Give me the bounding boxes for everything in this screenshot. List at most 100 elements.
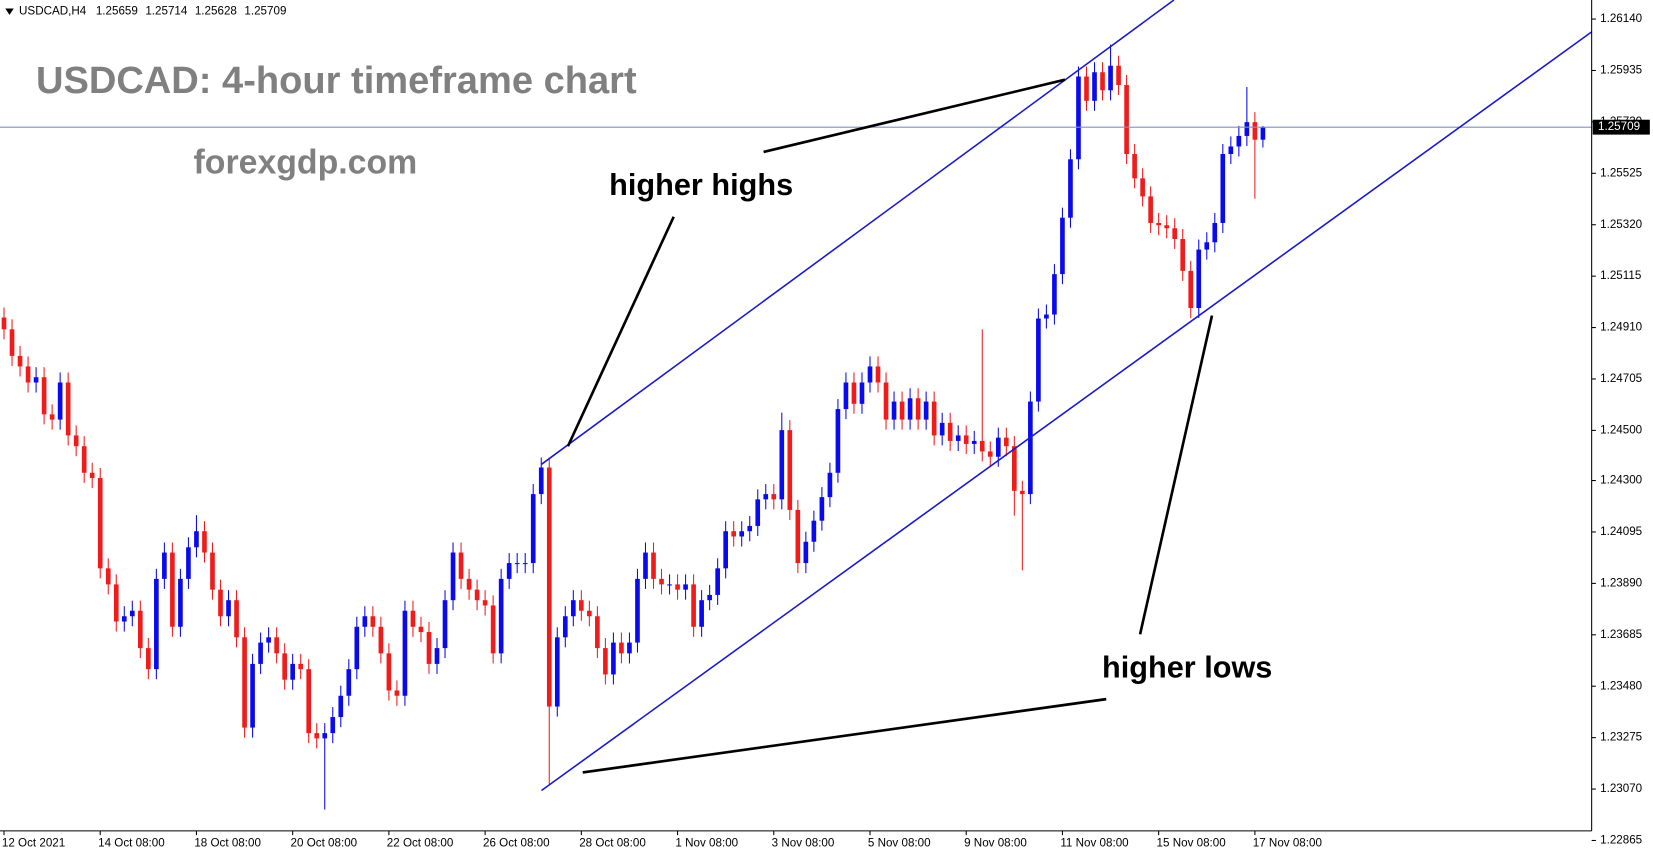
x-tick-label: 15 Nov 08:00 [1157,837,1227,850]
candle-body [795,509,801,564]
candle-body [306,669,312,734]
pointer [1138,315,1214,635]
x-tick-label: 3 Nov 08:00 [772,837,835,850]
candle-body [691,584,696,627]
candle-body [1003,437,1009,447]
candle-body [137,610,143,649]
candle-body [939,422,945,436]
candle-body [210,552,215,590]
candle-body [963,435,969,444]
y-tick-label: 1.23685 [1600,628,1642,641]
candle-body [178,578,183,627]
candle-body [530,494,536,564]
candle-body [226,600,231,617]
candle-body [595,616,600,649]
x-tick-label: 18 Oct 08:00 [194,837,261,850]
y-tick-label: 1.26140 [1600,12,1643,25]
header-high: 1.25714 [145,5,188,18]
candle-body [162,552,167,579]
pointer [582,697,1107,774]
candle-body [250,663,255,728]
header-low: 1.25628 [195,5,237,18]
candle-body [546,467,552,707]
candle-body [1188,270,1194,308]
candle-body [643,552,648,579]
candle-body [338,695,344,718]
candle-body [931,401,937,436]
candle-body [354,626,360,670]
candle-body [875,366,881,383]
candle-body [234,600,239,638]
candle-body [627,642,632,654]
header-open: 1.25659 [96,5,138,18]
candle-body [482,600,488,606]
price-label: 1.25709 [1598,120,1640,133]
candle-body [242,637,247,728]
header: USDCAD,H4 1.25659 1.25714 1.25628 1.2570… [19,5,286,18]
candle-body [113,584,119,622]
candle-body [731,531,737,537]
candle-body [851,382,857,404]
x-tick-label: 28 Oct 08:00 [579,837,646,850]
candle-body [402,610,408,696]
candle-body [81,446,87,473]
candle-body [707,594,712,601]
candle-body [330,717,336,734]
candle-body [570,600,576,617]
y-tick-label: 1.22865 [1600,834,1642,847]
candle-body [97,478,103,569]
candle-body [787,430,793,510]
candle-body [490,605,496,654]
candle-body [635,578,640,643]
pointer [763,78,1066,154]
candle-body [979,440,985,452]
candle-body [971,440,977,444]
candle-body [835,409,841,473]
x-tick-label: 26 Oct 08:00 [483,837,550,850]
candle-body [41,377,47,415]
candle-body [723,531,728,569]
pointer [566,216,675,447]
candle-body [362,616,368,627]
candle-body [1108,65,1113,91]
candle-body [1212,222,1218,243]
y-tick-label: 1.25115 [1600,269,1641,282]
candle-body [955,435,961,441]
x-tick-label: 9 Nov 08:00 [964,837,1027,850]
candle-body [715,568,720,595]
candle-body [49,414,55,420]
candle-body [442,600,448,649]
candle-body [266,637,271,643]
channel-upper [541,0,1175,465]
candle-body [146,648,151,670]
candle-body [170,552,175,627]
candle-body [763,494,769,500]
x-tick-label: 5 Nov 08:00 [868,837,931,850]
candle-body [739,531,745,537]
candle-body [1052,274,1057,315]
candle-body [450,552,456,601]
candle-body [907,398,913,420]
candle-body [1220,153,1226,223]
candle-body [1060,217,1065,275]
candle-body [1100,72,1105,91]
menu-arrow[interactable] [5,8,14,15]
candle-body [129,610,135,617]
candle-body [779,430,785,500]
x-tick-label: 12 Oct 2021 [2,837,65,850]
candle-body [603,648,608,675]
candle-body [755,499,761,526]
plot [0,44,1592,810]
candle-body [298,663,304,670]
candle-body [506,563,512,579]
y-tick-label: 1.24910 [1600,321,1643,334]
candle-body [514,563,520,565]
y-tick-label: 1.25525 [1600,166,1642,179]
candle-body [819,497,825,521]
candle-body [33,377,39,383]
header-close: 1.25709 [244,5,286,18]
y-tick-label: 1.25935 [1600,64,1642,77]
candle-body [274,637,279,654]
candle-body [1028,401,1033,495]
